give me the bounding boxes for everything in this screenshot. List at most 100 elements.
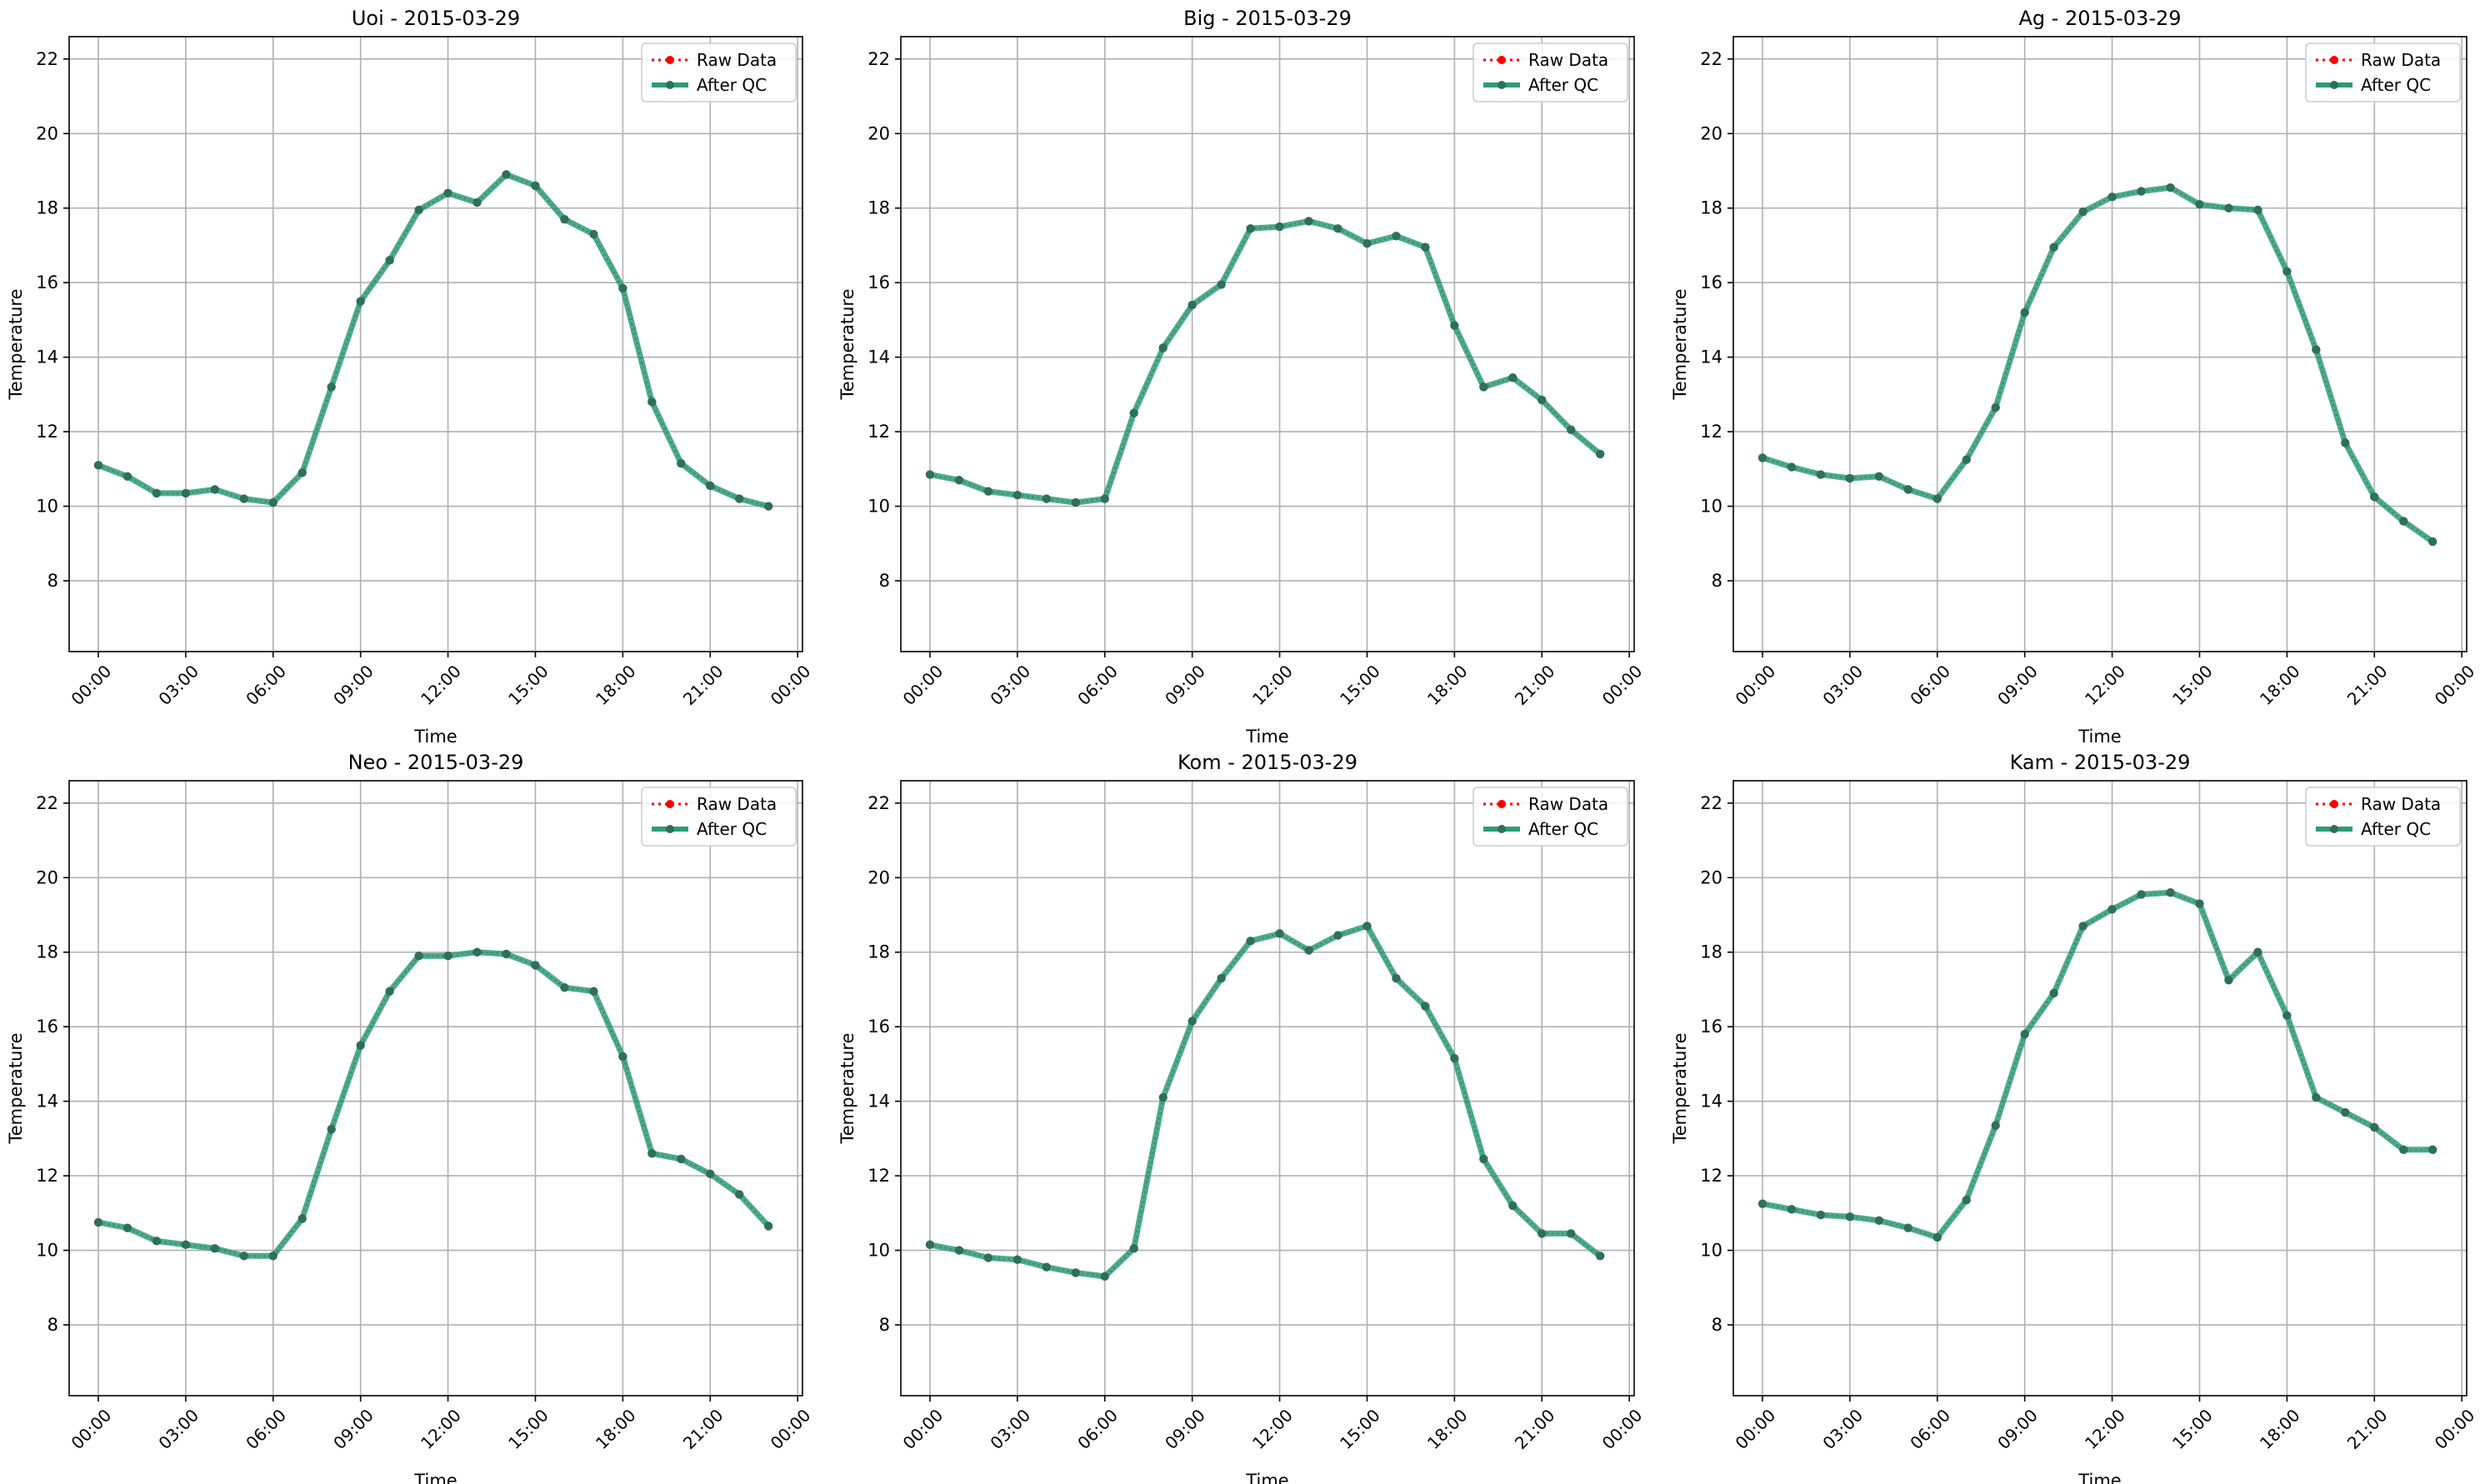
x-tick-label: 21:00	[2343, 1405, 2392, 1453]
data-point	[1991, 402, 2000, 412]
data-point	[1903, 1223, 1913, 1232]
data-point	[2282, 1011, 2292, 1020]
plot-area	[1733, 781, 2467, 1396]
legend-marker-raw-data	[1498, 56, 1506, 64]
x-tick-label: 06:00	[1906, 661, 1954, 709]
y-tick-label: 16	[1700, 272, 1722, 292]
data-point	[589, 229, 598, 239]
legend-label-after-qc: After QC	[1528, 75, 1598, 95]
series-line-raw-data	[98, 173, 769, 507]
data-point	[1362, 239, 1372, 248]
data-point	[1538, 395, 1547, 405]
plot-area	[901, 37, 1634, 652]
plot-area	[1733, 37, 2467, 652]
legend-marker-after-qc	[1498, 825, 1506, 833]
x-axis-label: Time	[413, 1471, 457, 1484]
data-point	[531, 961, 540, 970]
legend-label-raw-data: Raw Data	[2361, 50, 2441, 70]
data-point	[2312, 1092, 2321, 1102]
x-tick-label: 00:00	[767, 661, 815, 709]
series-line-raw-data	[929, 220, 1601, 504]
x-tick-label: 03:00	[986, 1405, 1034, 1453]
axes-frame	[1732, 36, 2468, 652]
x-tick-label: 09:00	[1161, 661, 1209, 709]
data-point	[983, 487, 993, 496]
y-axis-label: Temperature	[6, 288, 26, 400]
x-tick-label: 00:00	[899, 1405, 948, 1453]
y-tick-label: 12	[868, 1166, 890, 1186]
x-tick-label: 03:00	[154, 1405, 202, 1453]
y-tick-label: 10	[36, 497, 58, 517]
legend-marker-after-qc	[666, 81, 674, 89]
data-point	[152, 1237, 162, 1246]
x-axis-label: Time	[1245, 1471, 1288, 1484]
subplot-3: 00:00 03:00 06:00 09:00 12:00 15:00 18:00 21:00…	[6, 751, 814, 1484]
data-point	[181, 1240, 191, 1250]
data-point	[1508, 373, 1518, 382]
data-point	[414, 952, 423, 961]
y-tick-label: 18	[1700, 942, 1722, 962]
x-tick-label: 12:00	[2081, 1405, 2129, 1453]
data-point	[1100, 494, 1109, 503]
y-tick-label: 18	[36, 942, 58, 962]
data-point	[152, 488, 162, 498]
x-tick-label: 00:00	[2431, 661, 2479, 709]
x-tick-label: 00:00	[1732, 1405, 1780, 1453]
y-axis-label: Temperature	[838, 288, 858, 400]
data-point	[1567, 425, 1576, 435]
y-axis-label: Temperature	[6, 1032, 26, 1144]
y-tick-label: 16	[36, 272, 58, 292]
data-point	[618, 283, 628, 293]
subplot-0: 00:00 03:00 06:00 09:00 12:00 15:00 18:00 21:00…	[6, 7, 814, 747]
data-point	[210, 485, 220, 494]
legend-marker-after-qc	[1498, 81, 1506, 89]
x-tick-label: 21:00	[679, 1405, 728, 1453]
data-point	[122, 1223, 132, 1232]
plot-area	[901, 781, 1634, 1396]
data-point	[1567, 1229, 1576, 1238]
data-point	[1874, 472, 1884, 481]
data-point	[1012, 1255, 1022, 1264]
data-point	[2370, 492, 2379, 502]
data-point	[2253, 947, 2262, 957]
legend-label-raw-data: Raw Data	[697, 50, 777, 70]
legend-label-raw-data: Raw Data	[1528, 50, 1608, 70]
x-tick-label: 00:00	[68, 661, 116, 709]
series-line-after-qc	[1761, 184, 2435, 544]
y-tick-label: 22	[36, 793, 58, 813]
x-tick-label: 09:00	[329, 661, 378, 709]
data-point	[1450, 321, 1459, 330]
data-point	[1787, 462, 1797, 472]
data-point	[925, 470, 935, 479]
series-line-raw-data	[1762, 892, 2433, 1239]
x-tick-label: 09:00	[1161, 1405, 1209, 1453]
data-point	[414, 205, 423, 215]
data-point	[2166, 182, 2175, 192]
legend-marker-raw-data	[2330, 56, 2338, 64]
data-point	[677, 458, 686, 468]
x-axis-label: Time	[2078, 1471, 2121, 1484]
y-tick-label: 8	[1712, 571, 1722, 591]
x-tick-label: 00:00	[68, 1405, 116, 1453]
data-point	[2282, 267, 2292, 276]
data-point	[2399, 1145, 2408, 1155]
data-point	[983, 1253, 993, 1262]
data-point	[2428, 1145, 2438, 1155]
axes-frame	[68, 780, 803, 1397]
y-tick-label: 18	[36, 198, 58, 218]
y-axis-label: Temperature	[1670, 288, 1690, 400]
data-point	[1100, 1272, 1109, 1282]
data-point	[764, 502, 773, 511]
y-tick-label: 18	[868, 198, 890, 218]
subplot-1: 00:00 03:00 06:00 09:00 12:00 15:00 18:00 21:00…	[838, 7, 1646, 747]
x-tick-label: 15:00	[504, 661, 552, 709]
data-point	[1421, 242, 1430, 252]
y-tick-label: 14	[868, 1092, 890, 1112]
x-tick-label: 15:00	[1336, 661, 1384, 709]
x-tick-label: 03:00	[154, 661, 202, 709]
data-point	[502, 949, 511, 959]
data-point	[2224, 976, 2233, 985]
data-point	[298, 468, 307, 477]
x-tick-label: 00:00	[1598, 1405, 1647, 1453]
y-tick-label: 14	[36, 1092, 58, 1112]
